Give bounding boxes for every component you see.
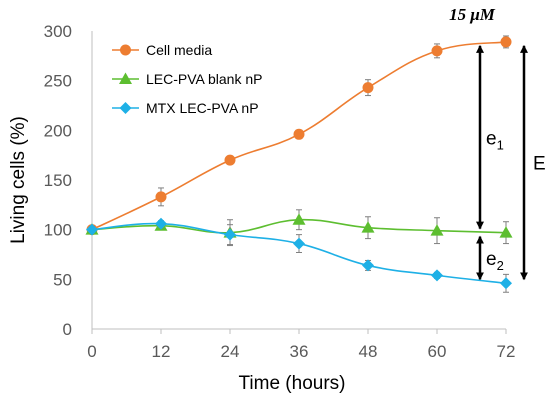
y-tick-label: 0 [63,320,72,339]
concentration-label: 15 μM [449,5,496,24]
annotation-e2: e2 [476,235,504,281]
legend-item-1: Cell media [112,42,212,58]
series-line [91,222,507,285]
data-point [362,259,374,272]
data-point [224,228,236,241]
x-tick-label: 72 [497,342,516,361]
data-point [292,213,306,225]
series-layer [85,35,513,293]
data-point [361,221,375,233]
y-tick-label: 300 [44,22,72,41]
legend-item-3: MTX LEC-PVA nP [112,100,259,116]
legend-swatch-marker [120,44,131,56]
y-axis-title: Living cells (%) [8,116,29,244]
data-point [362,82,374,94]
data-point [86,223,98,236]
y-tick-label: 50 [53,270,72,289]
annotations-layer: e1 e2 E [476,44,546,281]
data-point [224,154,236,166]
legend: Cell media LEC-PVA blank nP MTX LEC-PVA nP [112,42,262,116]
axes [91,31,507,334]
annotation-label: E [533,154,546,175]
data-point [500,277,512,290]
annotation-subscript: 1 [497,137,504,152]
legend-label: LEC-PVA blank nP [146,71,262,87]
data-point [430,224,444,236]
data-point [431,45,443,57]
x-axis-title: Time (hours) [239,373,346,394]
y-tick-label: 250 [44,72,72,91]
x-tick-label: 48 [359,342,378,361]
x-tick-label: 0 [87,342,96,361]
legend-swatch-marker [119,72,132,84]
x-tick-label: 36 [290,342,309,361]
annotation-e1: e1 [476,44,504,230]
data-point [293,128,305,140]
data-point [500,36,512,48]
y-tick-label: 150 [44,171,72,190]
x-tick-label: 24 [221,342,240,361]
annotation-e: E [520,44,546,281]
legend-swatch-marker [119,102,132,114]
annotation-label: e2 [486,249,504,273]
x-tick-label: 60 [428,342,447,361]
x-tick-label: 12 [152,342,171,361]
legend-label: MTX LEC-PVA nP [146,100,259,116]
data-point [155,217,167,230]
data-point [499,226,513,238]
annotation-label: e1 [486,128,504,152]
y-tick-label: 100 [44,221,72,240]
y-tick-label: 200 [44,121,72,140]
legend-label: Cell media [146,42,212,58]
data-point [293,237,305,250]
legend-item-2: LEC-PVA blank nP [112,71,262,87]
series-3 [86,217,512,293]
data-point [431,269,443,282]
data-point [155,191,167,203]
series-1 [86,35,512,236]
annotation-subscript: 2 [497,258,504,273]
